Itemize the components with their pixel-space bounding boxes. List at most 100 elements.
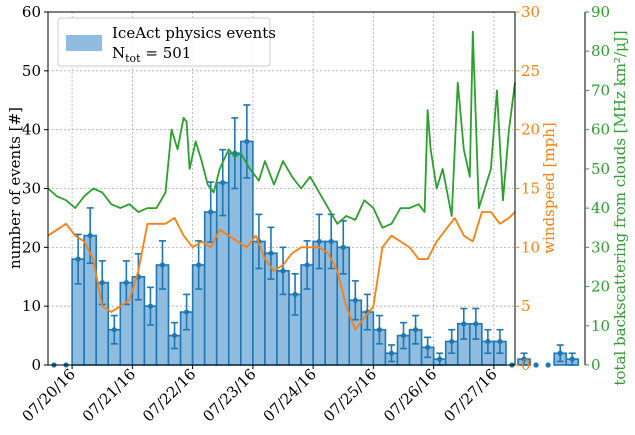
legend-entry: IceAct physics events — [112, 24, 276, 42]
left-tick-label: 50 — [22, 62, 41, 80]
error-bar — [545, 362, 551, 368]
windspeed-line — [47, 211, 516, 331]
data-point — [87, 232, 93, 239]
legend-swatch — [66, 35, 102, 51]
data-point — [461, 321, 467, 327]
data-point — [352, 297, 358, 303]
error-bar — [363, 293, 371, 331]
data-point — [340, 244, 346, 250]
error-bar — [496, 328, 504, 355]
data-point — [292, 291, 298, 297]
data-point — [244, 138, 250, 145]
error-bar — [472, 307, 480, 340]
windspeed-tick-label: 10 — [521, 238, 540, 256]
error-bar — [448, 328, 456, 355]
backscattering-axis-label: total backscattering from clouds [MHz km… — [611, 30, 629, 385]
data-point — [521, 356, 527, 362]
data-point — [316, 238, 322, 245]
data-point — [400, 332, 407, 339]
left-tick-label: 10 — [22, 297, 41, 315]
error-bar — [568, 352, 576, 366]
windspeed-tick-label: 25 — [521, 62, 540, 80]
backscattering-tick-label: 10 — [591, 317, 610, 335]
legend-total-sub: tot — [125, 52, 141, 65]
error-bar — [400, 321, 408, 350]
data-point — [304, 262, 310, 268]
error-bar — [291, 273, 299, 316]
backscattering-tick-label: 30 — [591, 238, 610, 256]
error-bar — [533, 362, 539, 368]
data-point — [569, 356, 575, 362]
legend-total-prefix: N — [112, 44, 125, 62]
windspeed-tick-label: 20 — [521, 121, 540, 139]
legend: IceAct physics events Ntot = 501 — [57, 17, 276, 67]
error-bar — [171, 321, 179, 350]
data-point — [557, 350, 563, 356]
backscattering-tick-label: 60 — [591, 121, 610, 139]
error-bar — [387, 344, 395, 363]
data-point — [449, 338, 455, 345]
error-bar — [243, 104, 251, 179]
error-bar — [424, 336, 432, 359]
data-point — [268, 250, 274, 256]
data-point — [123, 280, 129, 286]
data-point — [485, 338, 491, 345]
left-axis: 0 10 20 30 40 50 60 — [22, 3, 48, 374]
backscattering-tick-label: 70 — [591, 81, 610, 99]
data-point — [171, 332, 178, 339]
backscattering-axis: 0 10 20 30 40 50 60 70 80 90 — [584, 3, 610, 374]
data-point — [111, 327, 117, 333]
data-point — [220, 180, 226, 186]
error-bar — [375, 314, 383, 345]
x-tick-label: 07/26/16 — [380, 365, 440, 425]
data-point — [376, 327, 383, 333]
left-tick-label: 0 — [31, 356, 41, 374]
windspeed-tick-label: 0 — [521, 356, 531, 374]
windspeed-tick-label: 15 — [521, 180, 540, 198]
series-lines — [47, 30, 516, 331]
data-point — [196, 262, 202, 268]
error-bar — [110, 314, 118, 345]
left-tick-label: 20 — [22, 238, 41, 256]
data-point — [280, 268, 286, 274]
windspeed-tick-label: 5 — [521, 297, 531, 315]
backscattering-line — [47, 30, 516, 229]
error-bar — [484, 328, 492, 355]
left-tick-label: 40 — [22, 121, 41, 139]
data-point — [99, 280, 105, 286]
error-bar — [460, 307, 468, 340]
error-bar — [98, 260, 106, 306]
legend-box — [57, 17, 271, 67]
error-bar — [556, 344, 564, 363]
data-point — [497, 338, 503, 345]
data-point — [208, 209, 214, 215]
error-bar — [158, 240, 166, 290]
error-bar — [74, 233, 82, 285]
left-axis-label: number of events [#] — [6, 107, 24, 269]
data-point — [425, 344, 431, 350]
data-point — [75, 256, 81, 262]
error-bar — [183, 293, 191, 331]
windspeed-tick-label: 30 — [521, 3, 540, 21]
error-bar — [122, 260, 130, 306]
x-tick-label: 07/23/16 — [199, 365, 259, 425]
backscattering-tick-label: 50 — [591, 160, 610, 178]
x-tick-label: 07/25/16 — [320, 365, 380, 425]
legend-total-suffix: = 501 — [141, 44, 192, 62]
legend-total: Ntot = 501 — [112, 44, 191, 65]
x-tick-label: 07/20/16 — [19, 365, 79, 425]
windspeed-axis-label: windspeed [mph] — [540, 122, 558, 254]
x-tick-label: 07/21/16 — [79, 365, 139, 425]
left-tick-label: 30 — [22, 180, 41, 198]
error-bar — [267, 226, 275, 280]
data-point — [412, 327, 419, 333]
error-bar — [303, 240, 311, 290]
backscattering-tick-label: 40 — [591, 199, 610, 217]
x-tick-label: 07/24/16 — [260, 365, 320, 425]
data-point — [147, 303, 154, 309]
data-point — [533, 362, 539, 368]
data-point — [473, 321, 479, 327]
error-bar — [520, 352, 528, 366]
x-tick-label: 07/22/16 — [139, 365, 199, 425]
